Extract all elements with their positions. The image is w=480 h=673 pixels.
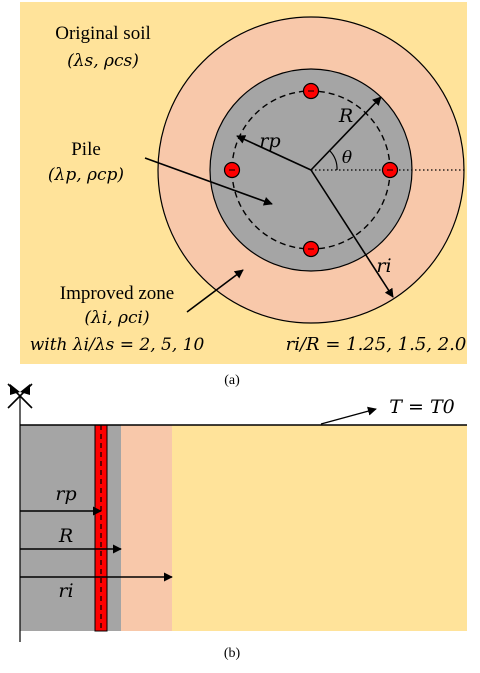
boundary-condition-arrow xyxy=(320,406,377,425)
R-label-b: R xyxy=(58,525,73,547)
R-label: R xyxy=(338,105,353,127)
improved-zone-label: Improved zone xyxy=(60,283,174,304)
pipe-right xyxy=(381,161,399,179)
radius-ratios: ri/R = 1.25, 1.5, 2.0 xyxy=(286,334,467,355)
boundary-condition-label: T = T0 xyxy=(389,396,454,418)
ri-label: ri xyxy=(376,255,391,277)
caption-b: (b) xyxy=(224,646,241,661)
axis-symbol xyxy=(7,383,33,409)
pile-callout-arrow xyxy=(144,157,273,206)
pile-label: Pile xyxy=(71,139,101,160)
rp-label: rp xyxy=(259,130,280,152)
conductivity-ratios: with λi/λs = 2, 5, 10 xyxy=(30,335,205,355)
panel-b: T = T0 rp R ri (b) xyxy=(7,383,467,661)
pipe-bottom xyxy=(302,240,320,258)
caption-a: (a) xyxy=(224,373,240,388)
theta-label: θ xyxy=(342,148,352,168)
rp-arrow xyxy=(236,135,312,171)
rp-label-b: rp xyxy=(55,483,76,505)
R-arrow xyxy=(310,96,382,171)
ri-arrow xyxy=(310,169,394,298)
pipe-top xyxy=(302,82,320,100)
pipe-left xyxy=(223,161,241,179)
theta-arc xyxy=(329,150,338,171)
panel-a: Original soil (λs, ρcs) Pile (λp, ρcp) I… xyxy=(20,2,467,388)
improved-zone-params: (λi, ρci) xyxy=(84,308,149,328)
pile-params: (λp, ρcp) xyxy=(48,165,124,185)
ri-label-b: ri xyxy=(58,580,73,602)
original-soil-params: (λs, ρcs) xyxy=(67,51,139,71)
original-soil-label: Original soil xyxy=(55,23,151,44)
improved-zone-callout-arrow xyxy=(186,269,244,313)
